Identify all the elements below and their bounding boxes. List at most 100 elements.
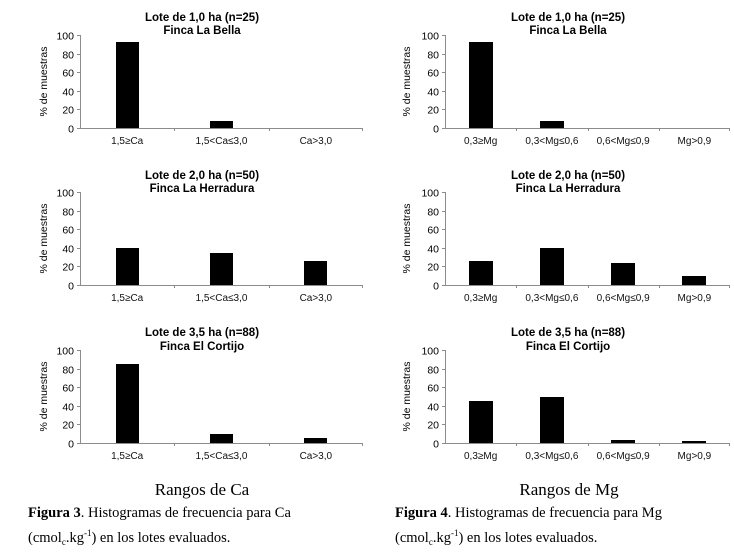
figure-3-label: Figura 3	[28, 505, 81, 521]
figure-4-label: Figura 4	[395, 505, 448, 521]
y-tick-label: 80	[62, 365, 74, 377]
y-tick-label: 60	[62, 383, 74, 395]
y-tick-label: 60	[62, 225, 74, 237]
x-category-label: 0,6<Mg≤0,9	[597, 136, 650, 147]
chart-title: Lote de 3,5 ha (n=88)	[145, 327, 259, 339]
figure-3-caption: Figura 3. Histogramas de frecuencia para…	[28, 503, 368, 552]
bar-3	[611, 440, 635, 443]
x-category-label: 0,3<Mg≤0,6	[525, 136, 578, 147]
y-tick-label: 40	[62, 244, 74, 256]
y-tick-label: 0	[68, 281, 74, 293]
x-category-label: 1,5<Ca≤3,0	[196, 451, 248, 462]
chart-ca-2: Lote de 2,0 ha (n=50)Finca La Herradura 0…	[38, 170, 363, 304]
bar-3	[304, 438, 327, 443]
chart-mg-1: Lote de 1,0 ha (n=25)Finca La Bella 0 20 40…	[401, 12, 730, 147]
x-category-label: 0,3≥Mg	[464, 136, 497, 147]
x-category-label: 1,5≥Ca	[111, 451, 144, 462]
chart-mg-2: Lote de 2,0 ha (n=50)Finca La Herradura 0…	[401, 170, 730, 304]
y-tick-label: 80	[62, 207, 74, 219]
x-category-label: 0,6<Mg≤0,9	[597, 451, 650, 462]
y-tick-label: 20	[427, 262, 439, 274]
x-category-label: Ca>3,0	[300, 136, 333, 147]
figure-4-unit-prefix: (cmol	[395, 530, 429, 546]
bar-1	[116, 42, 139, 128]
figure-4-unit-sup: -1	[450, 528, 459, 538]
chart-ca-3: Lote de 3,5 ha (n=88) Finca El Cortijo 0 20…	[38, 327, 363, 462]
x-category-label: Mg>0,9	[678, 293, 712, 304]
y-tick-label: 60	[427, 383, 439, 395]
bar-2	[210, 253, 233, 285]
mg-range-label: Rangos de Mg	[519, 480, 619, 499]
y-axis-title: % de muestras	[38, 46, 50, 116]
figure-3-caption-text: . Histogramas de frecuencia para Ca	[80, 505, 291, 521]
y-tick-label: 20	[427, 105, 439, 117]
bar-2	[210, 434, 233, 443]
x-category-label: Mg>0,9	[678, 136, 712, 147]
y-axis-title: % de muestras	[38, 203, 50, 273]
x-category-label: 0,3<Mg≤0,6	[525, 293, 578, 304]
x-category-label: 0,6<Mg≤0,9	[597, 293, 650, 304]
bar-4	[682, 276, 706, 285]
bar-3	[611, 263, 635, 285]
x-category-label: 1,5≥Ca	[111, 293, 144, 304]
x-category-label: Ca>3,0	[300, 451, 333, 462]
chart-title: Lote de 2,0 ha (n=50)	[511, 170, 625, 182]
x-category-label: Ca>3,0	[300, 293, 333, 304]
y-tick-label: 20	[62, 420, 74, 432]
y-tick-label: 80	[427, 365, 439, 377]
chart-subtitle: Finca La Bella	[529, 25, 607, 37]
figure-4-unit-mid: .kg	[432, 530, 451, 546]
chart-subtitle: Finca El Cortijo	[160, 341, 244, 353]
x-category-label: 0,3≥Mg	[464, 451, 497, 462]
chart-title: Lote de 3,5 ha (n=88)	[511, 327, 625, 339]
y-tick-label: 40	[427, 87, 439, 99]
x-category-label: 0,3≥Mg	[464, 293, 497, 304]
y-tick-label: 80	[62, 50, 74, 62]
figure-3-unit-sub: c	[61, 537, 66, 547]
bar-2	[540, 248, 564, 285]
x-category-label: Mg>0,9	[678, 451, 712, 462]
chart-title: Lote de 2,0 ha (n=50)	[145, 170, 259, 182]
y-tick-label: 0	[68, 439, 74, 451]
chart-subtitle: Finca La Herradura	[150, 183, 255, 195]
figure-3-unit-mid: .kg	[65, 530, 84, 546]
y-tick-label: 20	[62, 105, 74, 117]
chart-subtitle: Finca La Herradura	[516, 183, 621, 195]
y-axis-title: % de muestras	[401, 203, 413, 273]
y-tick-label: 100	[56, 346, 74, 358]
bar-2	[540, 397, 564, 443]
bar-3	[304, 261, 327, 285]
y-tick-label: 0	[433, 439, 439, 451]
bar-4	[682, 441, 706, 443]
y-tick-label: 40	[62, 87, 74, 99]
x-category-label: 1,5<Ca≤3,0	[196, 293, 248, 304]
bar-1	[469, 42, 493, 128]
figure-3-caption-end: ) en los lotes evaluados.	[91, 530, 231, 546]
y-axis-title: % de muestras	[38, 361, 50, 431]
ca-range-label: Rangos de Ca	[154, 480, 250, 499]
chart-mg-3: Lote de 3,5 ha (n=88) Finca El Cortijo 0 20…	[401, 327, 730, 462]
y-tick-label: 0	[433, 281, 439, 293]
y-tick-label: 20	[62, 262, 74, 274]
y-tick-label: 60	[62, 68, 74, 80]
y-tick-label: 40	[62, 402, 74, 414]
x-category-label: 1,5<Ca≤3,0	[196, 136, 248, 147]
figure-3-unit-prefix: (cmol	[28, 530, 62, 546]
y-tick-label: 0	[433, 124, 439, 136]
y-tick-label: 100	[421, 346, 439, 358]
chart-subtitle: Finca El Cortijo	[526, 341, 610, 353]
bar-2	[540, 121, 564, 128]
figure-4-unit-sub: c	[428, 537, 433, 547]
bar-1	[469, 261, 493, 285]
y-tick-label: 20	[427, 420, 439, 432]
figure-4-caption: Figura 4. Histogramas de frecuencia para…	[395, 503, 734, 552]
chart-subtitle: Finca La Bella	[163, 25, 241, 37]
y-tick-label: 80	[427, 207, 439, 219]
x-category-label: 1,5≥Ca	[111, 136, 144, 147]
y-axis-title: % de muestras	[401, 361, 413, 431]
x-category-label: 0,3<Mg≤0,6	[525, 451, 578, 462]
y-tick-label: 60	[427, 68, 439, 80]
y-tick-label: 40	[427, 402, 439, 414]
y-tick-label: 100	[56, 188, 74, 200]
